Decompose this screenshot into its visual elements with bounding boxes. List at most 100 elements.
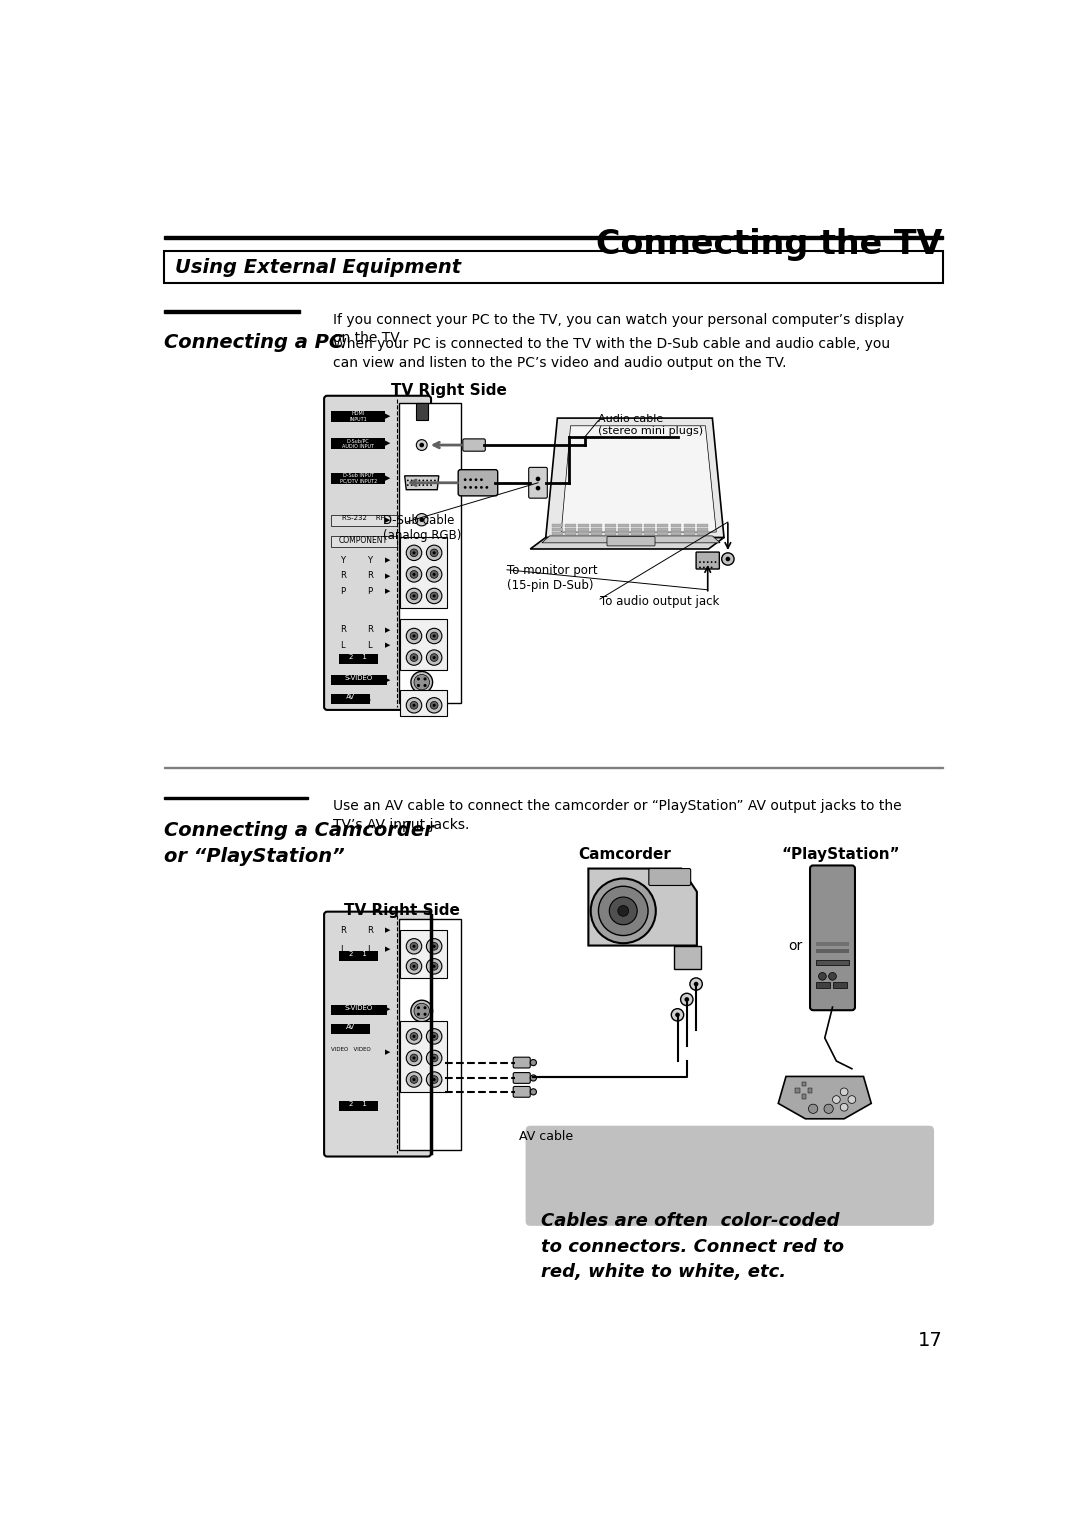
Circle shape xyxy=(427,1072,442,1087)
Bar xyxy=(332,1005,387,1015)
FancyBboxPatch shape xyxy=(399,403,460,702)
Circle shape xyxy=(410,1075,418,1083)
FancyBboxPatch shape xyxy=(400,538,446,608)
Bar xyxy=(592,524,603,527)
Circle shape xyxy=(430,962,438,970)
Text: AV cable: AV cable xyxy=(518,1130,572,1144)
FancyBboxPatch shape xyxy=(400,618,446,670)
Text: AV: AV xyxy=(346,693,355,699)
Circle shape xyxy=(427,698,442,713)
Bar xyxy=(416,403,428,420)
Circle shape xyxy=(430,701,438,709)
Circle shape xyxy=(406,567,422,582)
Bar xyxy=(565,528,576,531)
Circle shape xyxy=(417,684,420,687)
Circle shape xyxy=(433,1035,435,1038)
FancyBboxPatch shape xyxy=(607,536,656,547)
Circle shape xyxy=(427,959,442,974)
Circle shape xyxy=(430,1054,438,1061)
Text: ▶: ▶ xyxy=(384,643,390,649)
Text: D-Sub cable
(analog RGB): D-Sub cable (analog RGB) xyxy=(383,515,461,542)
Circle shape xyxy=(410,479,413,481)
Circle shape xyxy=(433,1057,435,1060)
Circle shape xyxy=(410,571,418,579)
Text: RS-232    RF: RS-232 RF xyxy=(342,515,384,521)
Circle shape xyxy=(430,550,438,557)
Circle shape xyxy=(433,594,435,597)
Circle shape xyxy=(703,567,705,568)
Circle shape xyxy=(433,945,435,948)
Circle shape xyxy=(427,545,442,560)
Circle shape xyxy=(433,1078,435,1081)
Circle shape xyxy=(680,993,693,1006)
Circle shape xyxy=(427,567,442,582)
Circle shape xyxy=(415,484,417,486)
FancyBboxPatch shape xyxy=(513,1072,530,1083)
Circle shape xyxy=(406,628,422,644)
Bar xyxy=(578,524,590,527)
Text: Audio cable
(stereo mini plugs): Audio cable (stereo mini plugs) xyxy=(598,414,703,435)
Circle shape xyxy=(410,654,418,661)
Circle shape xyxy=(609,896,637,925)
Text: ▶: ▶ xyxy=(384,414,390,420)
Text: TV Right Side: TV Right Side xyxy=(391,383,507,399)
Bar xyxy=(658,528,669,531)
Text: R: R xyxy=(340,571,346,580)
Circle shape xyxy=(423,1012,427,1015)
Bar xyxy=(631,531,642,534)
Text: ▶: ▶ xyxy=(384,927,390,933)
Bar xyxy=(618,531,629,534)
Bar xyxy=(164,797,308,799)
Bar xyxy=(644,531,656,534)
Text: ▶: ▶ xyxy=(384,573,390,579)
Bar xyxy=(631,524,642,527)
Circle shape xyxy=(410,1054,418,1061)
Text: COMPONENT: COMPONENT xyxy=(339,536,388,545)
Text: Connecting a PC: Connecting a PC xyxy=(164,333,343,353)
Bar xyxy=(697,524,707,527)
Text: ▶: ▶ xyxy=(384,947,390,953)
Text: To monitor port
(15-pin D-Sub): To monitor port (15-pin D-Sub) xyxy=(507,565,597,592)
Circle shape xyxy=(410,962,418,970)
Bar xyxy=(801,1081,806,1086)
Circle shape xyxy=(463,486,467,489)
Bar xyxy=(605,531,616,534)
Bar xyxy=(332,536,397,547)
Bar xyxy=(658,524,669,527)
Circle shape xyxy=(410,592,418,600)
Circle shape xyxy=(406,959,422,974)
Circle shape xyxy=(715,560,716,563)
Bar xyxy=(164,310,300,313)
Text: P: P xyxy=(367,586,373,596)
Circle shape xyxy=(414,675,430,690)
Bar xyxy=(332,693,369,704)
Circle shape xyxy=(433,551,435,554)
Text: ▶: ▶ xyxy=(384,1006,390,1012)
Bar xyxy=(684,528,694,531)
Circle shape xyxy=(413,1057,416,1060)
Circle shape xyxy=(406,1029,422,1044)
Circle shape xyxy=(430,1032,438,1040)
Circle shape xyxy=(417,1006,420,1009)
FancyBboxPatch shape xyxy=(463,438,485,450)
Text: 2    1: 2 1 xyxy=(349,655,367,661)
Text: Connecting a Camcorder
or “PlayStation”: Connecting a Camcorder or “PlayStation” xyxy=(164,822,434,866)
Bar xyxy=(592,531,603,534)
Circle shape xyxy=(433,573,435,576)
Text: Connecting the TV: Connecting the TV xyxy=(596,228,943,261)
Circle shape xyxy=(417,678,420,681)
Bar xyxy=(164,237,943,238)
Bar xyxy=(339,1101,378,1112)
Bar xyxy=(816,942,849,945)
Circle shape xyxy=(809,1104,818,1113)
Circle shape xyxy=(699,567,701,568)
Circle shape xyxy=(413,573,416,576)
FancyBboxPatch shape xyxy=(649,869,691,886)
Bar xyxy=(332,1025,369,1034)
FancyBboxPatch shape xyxy=(513,1086,530,1098)
Polygon shape xyxy=(562,426,716,531)
Circle shape xyxy=(430,632,438,640)
Circle shape xyxy=(685,997,689,1002)
Text: or: or xyxy=(788,939,802,953)
Polygon shape xyxy=(674,945,701,968)
